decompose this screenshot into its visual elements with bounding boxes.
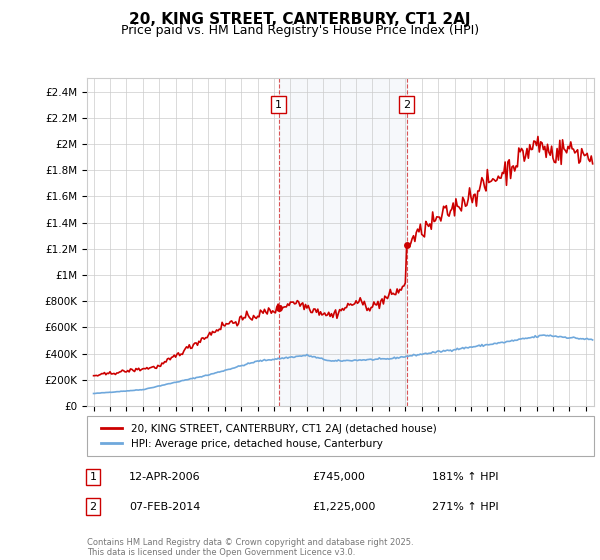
- Text: 07-FEB-2014: 07-FEB-2014: [129, 502, 200, 512]
- Text: 271% ↑ HPI: 271% ↑ HPI: [432, 502, 499, 512]
- Text: 2: 2: [403, 100, 410, 110]
- Legend: 20, KING STREET, CANTERBURY, CT1 2AJ (detached house), HPI: Average price, detac: 20, KING STREET, CANTERBURY, CT1 2AJ (de…: [97, 419, 440, 453]
- FancyBboxPatch shape: [87, 416, 594, 456]
- Text: 12-APR-2006: 12-APR-2006: [129, 472, 200, 482]
- Bar: [278, 78, 407, 406]
- Text: Contains HM Land Registry data © Crown copyright and database right 2025.
This d: Contains HM Land Registry data © Crown c…: [87, 538, 413, 557]
- Text: 1: 1: [275, 100, 282, 110]
- Text: £745,000: £745,000: [312, 472, 365, 482]
- Text: 1: 1: [89, 472, 97, 482]
- Text: 2: 2: [89, 502, 97, 512]
- Text: 181% ↑ HPI: 181% ↑ HPI: [432, 472, 499, 482]
- Text: 20, KING STREET, CANTERBURY, CT1 2AJ: 20, KING STREET, CANTERBURY, CT1 2AJ: [129, 12, 471, 27]
- Text: £1,225,000: £1,225,000: [312, 502, 376, 512]
- Text: Price paid vs. HM Land Registry's House Price Index (HPI): Price paid vs. HM Land Registry's House …: [121, 24, 479, 36]
